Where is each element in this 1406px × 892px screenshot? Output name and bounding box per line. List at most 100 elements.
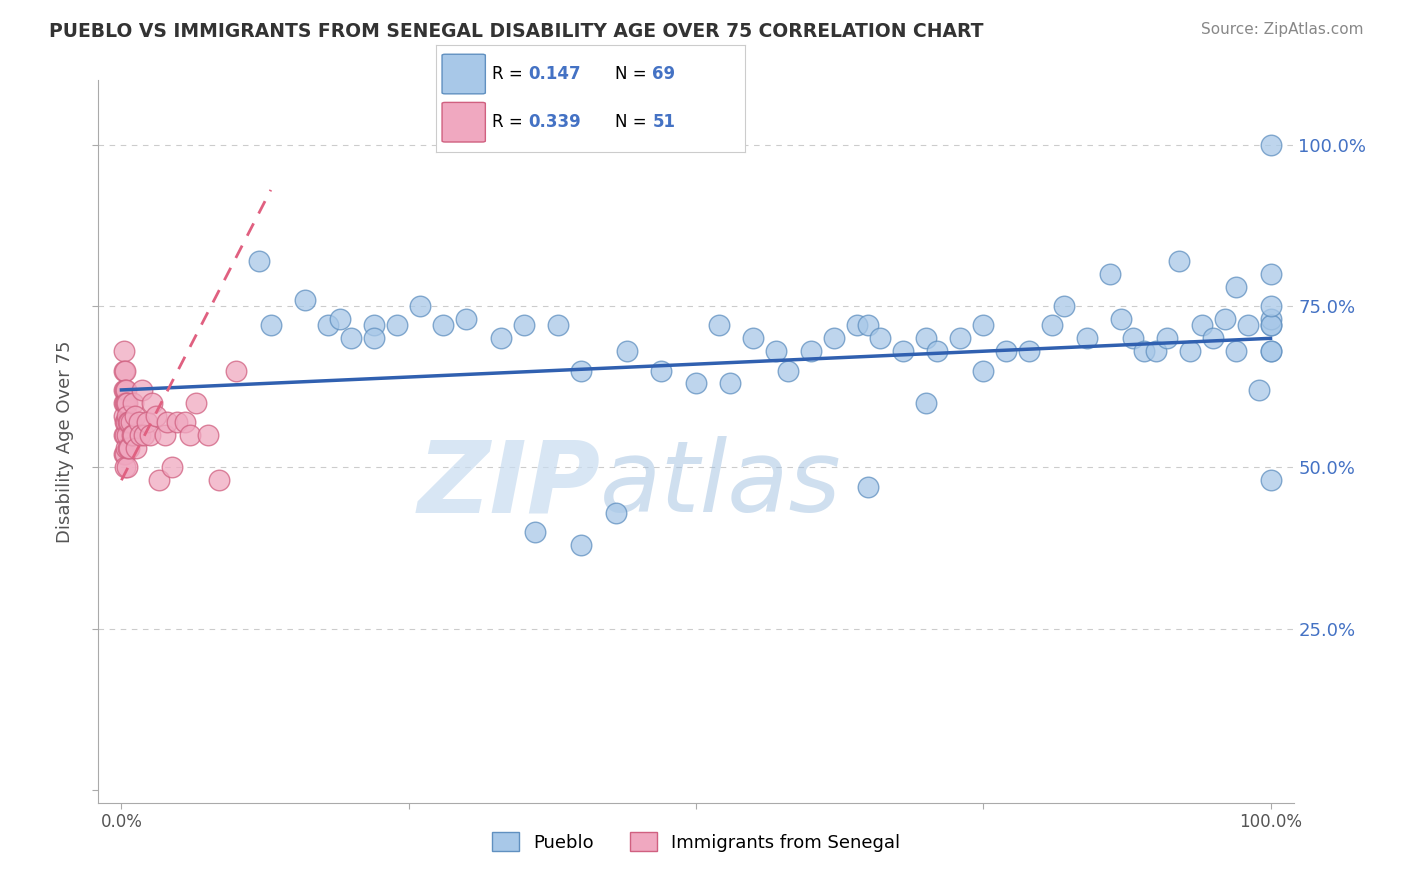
Point bbox=[115, 383, 138, 397]
Point bbox=[409, 299, 432, 313]
Point bbox=[456, 312, 478, 326]
Point bbox=[1260, 137, 1282, 152]
Point bbox=[112, 428, 135, 442]
Point bbox=[115, 460, 138, 475]
Point bbox=[569, 363, 592, 377]
Point bbox=[114, 460, 136, 475]
Point bbox=[260, 318, 283, 333]
Point bbox=[114, 447, 136, 461]
Point bbox=[122, 428, 145, 442]
Point bbox=[112, 447, 135, 461]
Point bbox=[112, 363, 135, 377]
Point bbox=[145, 409, 167, 423]
Point bbox=[114, 363, 136, 377]
Point bbox=[1053, 299, 1076, 313]
Text: 0.147: 0.147 bbox=[529, 64, 581, 82]
Point bbox=[114, 396, 136, 410]
Point bbox=[1202, 331, 1225, 345]
Point bbox=[605, 506, 627, 520]
Point bbox=[122, 396, 145, 410]
Text: PUEBLO VS IMMIGRANTS FROM SENEGAL DISABILITY AGE OVER 75 CORRELATION CHART: PUEBLO VS IMMIGRANTS FROM SENEGAL DISABI… bbox=[49, 22, 984, 41]
Point bbox=[1076, 331, 1098, 345]
Point bbox=[1178, 344, 1201, 359]
Point bbox=[114, 415, 136, 429]
Point bbox=[432, 318, 454, 333]
Text: N =: N = bbox=[616, 64, 652, 82]
Y-axis label: Disability Age Over 75: Disability Age Over 75 bbox=[56, 340, 75, 543]
Point bbox=[869, 331, 891, 345]
Point bbox=[616, 344, 638, 359]
Point bbox=[1213, 312, 1236, 326]
Point bbox=[524, 524, 547, 539]
Point bbox=[858, 480, 880, 494]
Point bbox=[363, 318, 385, 333]
Point bbox=[112, 409, 135, 423]
Text: 0.339: 0.339 bbox=[529, 112, 582, 130]
Point bbox=[1144, 344, 1167, 359]
Point bbox=[128, 415, 150, 429]
Text: 51: 51 bbox=[652, 112, 675, 130]
Point bbox=[800, 344, 823, 359]
Point bbox=[1122, 331, 1144, 345]
Point bbox=[914, 331, 936, 345]
Point bbox=[1098, 267, 1121, 281]
Point bbox=[685, 376, 707, 391]
Point bbox=[385, 318, 409, 333]
Point bbox=[1260, 344, 1282, 359]
Point bbox=[114, 428, 136, 442]
Point bbox=[115, 396, 138, 410]
Point bbox=[117, 441, 139, 455]
Point bbox=[1247, 383, 1270, 397]
Point bbox=[135, 415, 157, 429]
Text: R =: R = bbox=[492, 112, 527, 130]
Point bbox=[1260, 318, 1282, 333]
Text: 69: 69 bbox=[652, 64, 675, 82]
Point bbox=[329, 312, 352, 326]
Point bbox=[173, 415, 195, 429]
Point bbox=[914, 396, 936, 410]
Point bbox=[1040, 318, 1063, 333]
FancyBboxPatch shape bbox=[441, 54, 485, 94]
Point bbox=[547, 318, 569, 333]
Point bbox=[1156, 331, 1178, 345]
Point bbox=[1260, 318, 1282, 333]
Point bbox=[184, 396, 207, 410]
Point bbox=[927, 344, 949, 359]
Point bbox=[247, 254, 270, 268]
Point bbox=[141, 396, 163, 410]
Point bbox=[112, 344, 135, 359]
Point bbox=[858, 318, 880, 333]
Point bbox=[1260, 312, 1282, 326]
Text: Source: ZipAtlas.com: Source: ZipAtlas.com bbox=[1201, 22, 1364, 37]
Point bbox=[489, 331, 512, 345]
Point bbox=[179, 428, 201, 442]
Point bbox=[363, 331, 385, 345]
Point bbox=[1133, 344, 1156, 359]
Text: ZIP: ZIP bbox=[418, 436, 600, 533]
Text: atlas: atlas bbox=[600, 436, 842, 533]
Point bbox=[823, 331, 845, 345]
Point bbox=[569, 538, 592, 552]
Point bbox=[225, 363, 247, 377]
Point bbox=[294, 293, 316, 307]
Point bbox=[1260, 267, 1282, 281]
Point bbox=[120, 415, 142, 429]
Point bbox=[1191, 318, 1213, 333]
Point bbox=[340, 331, 363, 345]
Point bbox=[148, 473, 170, 487]
Point bbox=[112, 396, 135, 410]
Text: N =: N = bbox=[616, 112, 652, 130]
Point bbox=[208, 473, 231, 487]
Point bbox=[115, 409, 138, 423]
Point bbox=[125, 441, 148, 455]
Point bbox=[112, 383, 135, 397]
Point bbox=[720, 376, 742, 391]
Point bbox=[197, 428, 219, 442]
Point bbox=[891, 344, 914, 359]
Point bbox=[166, 415, 188, 429]
Point bbox=[124, 409, 146, 423]
Point bbox=[156, 415, 179, 429]
Point bbox=[512, 318, 534, 333]
Point bbox=[972, 318, 994, 333]
Point bbox=[1167, 254, 1189, 268]
